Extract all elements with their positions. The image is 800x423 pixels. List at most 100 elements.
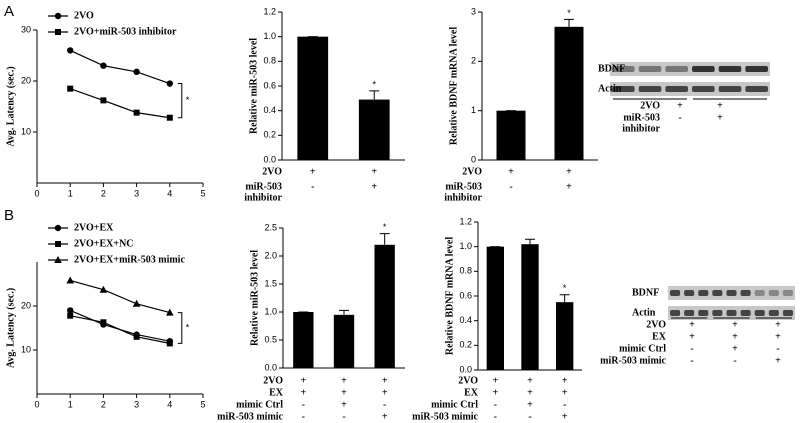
condition-sign: -	[563, 399, 566, 410]
series-line	[70, 315, 170, 344]
condition-label: 2VO	[640, 100, 660, 111]
point	[100, 62, 107, 69]
condition-sign: +	[341, 387, 347, 398]
blot-band	[740, 310, 751, 316]
blot-band	[698, 290, 709, 296]
blot-band	[684, 310, 695, 316]
point	[100, 97, 107, 104]
y-tick-label: 2.5	[264, 222, 277, 232]
blot-band	[692, 86, 715, 92]
x-tick-label: 3	[134, 399, 139, 409]
bracket	[177, 83, 183, 119]
point	[132, 299, 141, 307]
condition-label: mimic Ctrl	[431, 399, 478, 410]
y-tick-label: 30	[21, 24, 31, 34]
condition-label: miR-503 mimic	[600, 355, 666, 366]
y-tick-label: 0.2	[263, 130, 276, 140]
y-axis-label: Avg. Latency (sec.)	[5, 288, 16, 368]
y-tick-label: 10	[21, 126, 31, 136]
blot-band	[745, 86, 768, 92]
condition-sign: -	[302, 399, 305, 410]
x-tick-label: 1	[68, 399, 73, 409]
blot-band	[612, 86, 635, 92]
condition-sign: +	[382, 387, 388, 398]
condition-label: miR-503	[245, 181, 282, 192]
blot-band	[712, 310, 723, 316]
condition-sign: -	[690, 355, 693, 366]
blot-band	[712, 290, 723, 296]
condition-label: EX	[652, 331, 667, 342]
condition-sign: +	[527, 387, 533, 398]
condition-sign: +	[300, 375, 306, 386]
blot-strip	[610, 62, 770, 76]
legend-label: 2VO+EX+NC	[74, 238, 134, 249]
blot-band	[768, 290, 779, 296]
y-tick-label: 0.6	[263, 80, 276, 90]
condition-sign: +	[689, 319, 695, 330]
y-axis-label: Relative miR-503 level	[248, 38, 259, 134]
series-line	[69, 309, 170, 342]
annotation: *	[186, 95, 190, 105]
blot-band	[726, 290, 737, 296]
error-bar	[525, 238, 535, 245]
legend-marker	[55, 29, 61, 35]
x-tick-label: 4	[167, 188, 172, 198]
bar	[496, 110, 526, 160]
point	[133, 109, 140, 116]
annotation: *	[563, 283, 567, 293]
blot-band	[768, 310, 779, 316]
legend-marker	[55, 241, 61, 247]
condition-sign: +	[492, 375, 498, 386]
condition-sign: +	[492, 387, 498, 398]
y-tick-label: 0.4	[459, 315, 472, 325]
y-tick-label: 0.8	[263, 56, 276, 66]
bar	[521, 244, 539, 370]
y-tick-label: 20	[21, 300, 31, 310]
condition-sign: +	[775, 331, 781, 342]
x-tick-label: 5	[200, 399, 205, 409]
condition-sign: -	[678, 112, 681, 123]
bar	[556, 302, 574, 370]
annotation: *	[383, 222, 387, 232]
blot-band	[740, 290, 751, 296]
blot-band	[670, 310, 681, 316]
condition-sign: +	[689, 331, 695, 342]
condition-label: inhibitor	[244, 192, 282, 203]
series-line	[70, 88, 170, 119]
condition-label: miR-503 mimic	[412, 411, 478, 422]
condition-sign: -	[776, 343, 779, 354]
condition-sign: -	[690, 343, 693, 354]
y-tick-label: 0.0	[459, 364, 472, 374]
condition-label: miR-503 mimic	[217, 411, 283, 422]
condition-label: EX	[464, 387, 479, 398]
y-axis-label: Relative miR-503 level	[249, 250, 260, 346]
bar	[358, 99, 390, 160]
y-tick-label: 1.2	[263, 6, 276, 16]
condition-sign: +	[775, 319, 781, 330]
error-bar	[564, 18, 574, 27]
bar	[333, 314, 355, 368]
condition-label: inhibitor	[444, 192, 482, 203]
point	[67, 85, 74, 92]
condition-sign: -	[528, 411, 531, 422]
condition-label: 2VO	[646, 319, 666, 330]
point	[99, 285, 108, 293]
error-bar	[559, 294, 570, 303]
blot-band	[665, 86, 688, 92]
condition-sign: -	[302, 411, 305, 422]
annotation: *	[186, 322, 190, 332]
condition-sign: +	[717, 100, 723, 111]
condition-sign: -	[383, 399, 386, 410]
blot-band	[754, 310, 765, 316]
condition-sign: +	[341, 399, 347, 410]
legend-marker	[54, 256, 62, 263]
condition-sign: +	[382, 375, 388, 386]
bracket	[177, 312, 183, 344]
y-tick-label: 0.0	[263, 154, 276, 164]
blot-band	[670, 290, 681, 296]
condition-sign: +	[527, 399, 533, 410]
legend-label: 2VO+EX+miR-503 mimic	[74, 254, 185, 265]
condition-sign: +	[341, 375, 347, 386]
band-label: Actin	[632, 307, 656, 318]
